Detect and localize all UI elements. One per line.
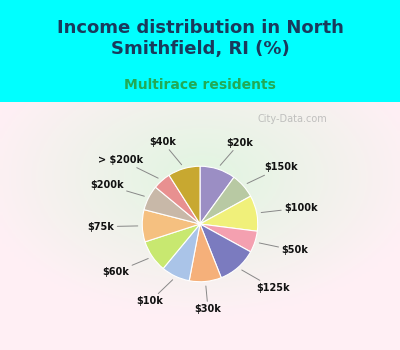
- Wedge shape: [189, 224, 221, 282]
- Text: $100k: $100k: [261, 203, 318, 213]
- Wedge shape: [200, 196, 258, 231]
- Wedge shape: [200, 224, 257, 252]
- Text: $125k: $125k: [242, 270, 290, 293]
- Text: Multirace residents: Multirace residents: [124, 78, 276, 92]
- Text: $150k: $150k: [247, 162, 298, 183]
- Text: $10k: $10k: [137, 280, 173, 306]
- Wedge shape: [200, 177, 251, 224]
- Text: $50k: $50k: [259, 243, 308, 256]
- Wedge shape: [144, 187, 200, 224]
- Text: $30k: $30k: [195, 286, 222, 314]
- Wedge shape: [200, 224, 251, 278]
- Text: $200k: $200k: [90, 180, 144, 196]
- Text: > $200k: > $200k: [98, 155, 158, 178]
- Wedge shape: [163, 224, 200, 281]
- Text: $40k: $40k: [149, 137, 182, 165]
- Wedge shape: [145, 224, 200, 268]
- Text: $75k: $75k: [88, 222, 138, 232]
- Wedge shape: [142, 210, 200, 242]
- Wedge shape: [156, 175, 200, 224]
- Text: $60k: $60k: [102, 259, 148, 277]
- Text: Income distribution in North
Smithfield, RI (%): Income distribution in North Smithfield,…: [56, 19, 344, 58]
- Text: City-Data.com: City-Data.com: [257, 114, 327, 124]
- Wedge shape: [169, 166, 200, 224]
- Text: $20k: $20k: [220, 138, 253, 165]
- Wedge shape: [200, 166, 234, 224]
